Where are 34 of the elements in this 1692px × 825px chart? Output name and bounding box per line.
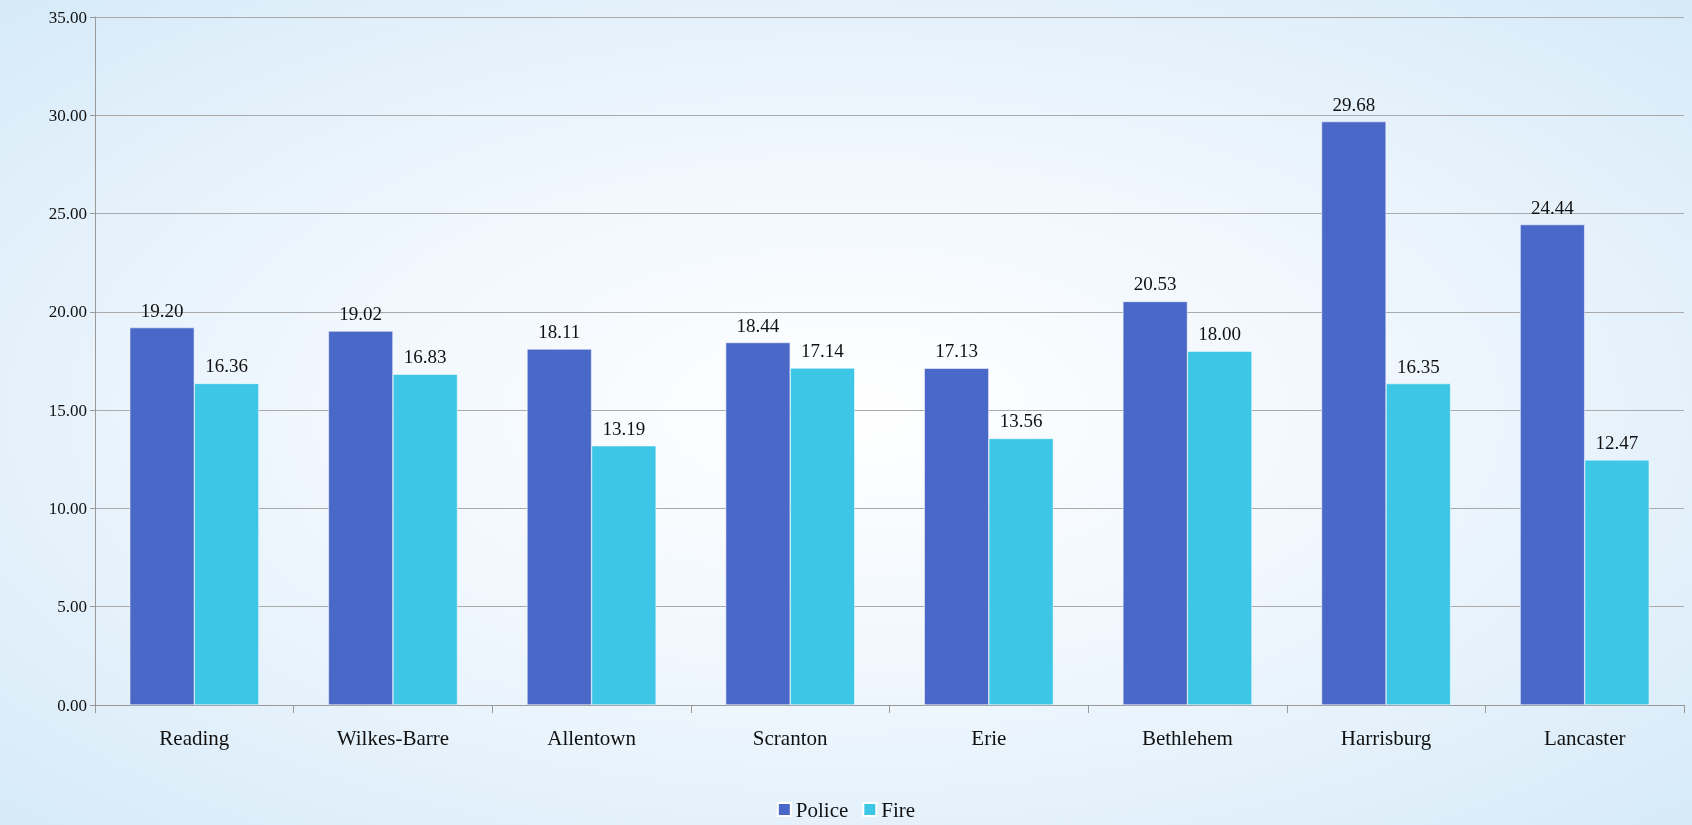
data-label: 19.02 <box>339 303 383 325</box>
x-tick-label: Bethlehem <box>1141 725 1233 750</box>
y-tick-label: 10.00 <box>48 498 87 518</box>
data-label: 17.13 <box>935 340 978 362</box>
data-label: 24.44 <box>1531 196 1575 218</box>
y-tick-label: 25.00 <box>48 204 87 224</box>
data-label: 16.36 <box>205 355 248 377</box>
data-label: 18.00 <box>1198 323 1242 345</box>
y-tick-label: 0.00 <box>57 695 87 715</box>
data-label: 16.35 <box>1396 355 1440 377</box>
x-tick-label: Scranton <box>752 725 829 750</box>
data-label: 20.53 <box>1133 273 1177 295</box>
x-tick-label: Wilkes-Barre <box>336 725 450 750</box>
data-label: 29.68 <box>1332 93 1376 115</box>
data-label: 17.14 <box>801 340 845 362</box>
data-label: 19.20 <box>140 299 184 321</box>
data-label: 18.11 <box>538 321 581 343</box>
data-label: 13.56 <box>999 410 1043 432</box>
y-tick-label: 15.00 <box>48 400 87 420</box>
legend-label: Police <box>795 797 849 822</box>
y-tick-label: 35.00 <box>48 7 87 27</box>
x-tick-label: Harrisburg <box>1340 725 1432 750</box>
data-label: 12.47 <box>1595 431 1639 453</box>
y-tick-label: 5.00 <box>57 597 87 617</box>
x-tick-label: Reading <box>159 725 230 750</box>
legend-label: Fire <box>881 797 916 822</box>
y-tick-label: 30.00 <box>48 105 87 125</box>
x-tick-label: Erie <box>971 725 1007 750</box>
x-tick-label: Allentown <box>547 725 637 750</box>
data-label: 16.83 <box>403 346 447 368</box>
data-label: 13.19 <box>602 417 646 439</box>
y-tick-label: 20.00 <box>48 302 87 322</box>
data-label: 18.44 <box>736 314 780 336</box>
x-tick-label: Lancaster <box>1543 725 1626 750</box>
